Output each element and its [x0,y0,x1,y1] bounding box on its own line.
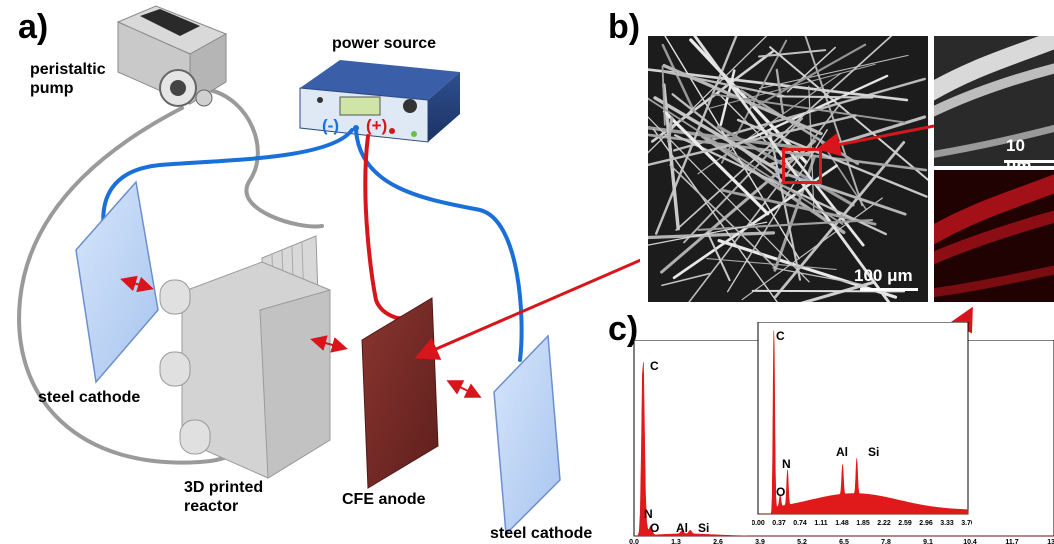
left-cathode-label: steel cathode [38,389,141,406]
eds-inset-x-tick-label: 0.74 [793,520,807,526]
eds-inset-plot-frame [757,322,969,515]
reactor-icon [159,235,331,479]
eds-inset-spectrum [758,330,969,515]
eds-inset-x-tick-label: 2.96 [919,520,933,526]
eds-main-x-tick-label: 2.6 [713,539,723,544]
panel-c-letter: c) [608,310,639,348]
pump-label: peristaltic pump [30,61,106,97]
eds-main-x-tick-label: 7.8 [881,539,891,544]
eds-main-peak-label-Si: Si [698,521,709,535]
eds-main-spectrum [634,362,1054,537]
gap-arrows [120,275,482,398]
eds-main-x-tick-label: 6.5 [839,539,849,544]
eds-main-x-tick-label: 1.3 [671,539,681,544]
eds-inset-x-tick-label: 3.33 [940,520,954,526]
eds-map-image [934,170,1054,302]
eds-main-peak-label-C: C [650,359,659,373]
cathode-wires [101,128,524,362]
panel-a-letter: a) [18,8,49,46]
eds-inset-peak-label-Si: Si [868,445,879,459]
right-cathode-label: steel cathode [490,525,593,542]
power-source-icon [299,60,460,143]
power-source-label: power source [332,35,437,52]
sem-image-zoom: 10 μm [934,36,1054,166]
right-cathode-plate [493,334,561,536]
zoom-arrow [818,124,935,156]
scale-label-zoom: 10 μm [1006,136,1032,166]
eds-main-x-tick-label: 3.9 [755,539,765,544]
eds-inset-x-tick-label: 3.70 [961,520,972,526]
scale-bar-zoom [1004,160,1054,163]
eds-inset-x-tick-label: 1.85 [856,520,870,526]
eds-main-peak-label-N: N [644,507,653,521]
eds-main-x-tick-label: 5.2 [797,539,807,544]
sem-to-anode-arrow [414,258,640,360]
eds-inset-x-tick-label: 0.00 [752,520,765,526]
sem-image-large: 100 μm [648,36,928,302]
eds-main-peak-label-O: O [650,521,659,535]
anode-plate [361,297,439,489]
scale-label-large: 100 μm [854,266,913,285]
plus-terminal-label: (+) [366,116,388,135]
eds-inset-peak-label-N: N [782,457,791,471]
eds-inset-peak-label-C: C [776,329,785,343]
eds-inset-x-tick-label: 2.22 [877,520,891,526]
eds-inset-peak-label-Al: Al [836,445,848,459]
anode-label: CFE anode [342,491,426,508]
eds-main-x-tick-label: 13.0 [1047,539,1054,544]
eds-main-x-tick-label: 11.7 [1005,539,1018,544]
left-cathode-plate [75,180,159,384]
eds-inset-x-tick-label: 1.11 [814,520,827,526]
setup-diagram [17,5,640,536]
minus-terminal-label: (-) [322,116,339,135]
eds-main-x-tick-label: 0.0 [629,539,639,544]
eds-inset-x-tick-label: 2.59 [898,520,912,526]
eds-main-peak-label-Al: Al [676,521,688,535]
sem-zoom-box [782,148,822,184]
anode-wire [363,134,407,321]
eds-main-x-tick-label: 9.1 [923,539,933,544]
reactor-label: 3D printed reactor [184,479,264,515]
eds-inset-peak-label-O: O [776,485,785,499]
eds-main-x-tick-label: 10.4 [963,539,977,544]
eds-inset-chart: 0.00 0.37 0.74 1.11 1.48 1.85 2.22 2.59 2.96 3.33… [752,322,972,526]
panel-b-letter: b) [608,8,641,46]
peristaltic-pump-icon [116,5,228,107]
eds-inset-x-tick-label: 1.48 [835,520,849,526]
eds-inset-x-tick-label: 0.37 [772,520,786,526]
scale-bar-large [860,288,918,291]
